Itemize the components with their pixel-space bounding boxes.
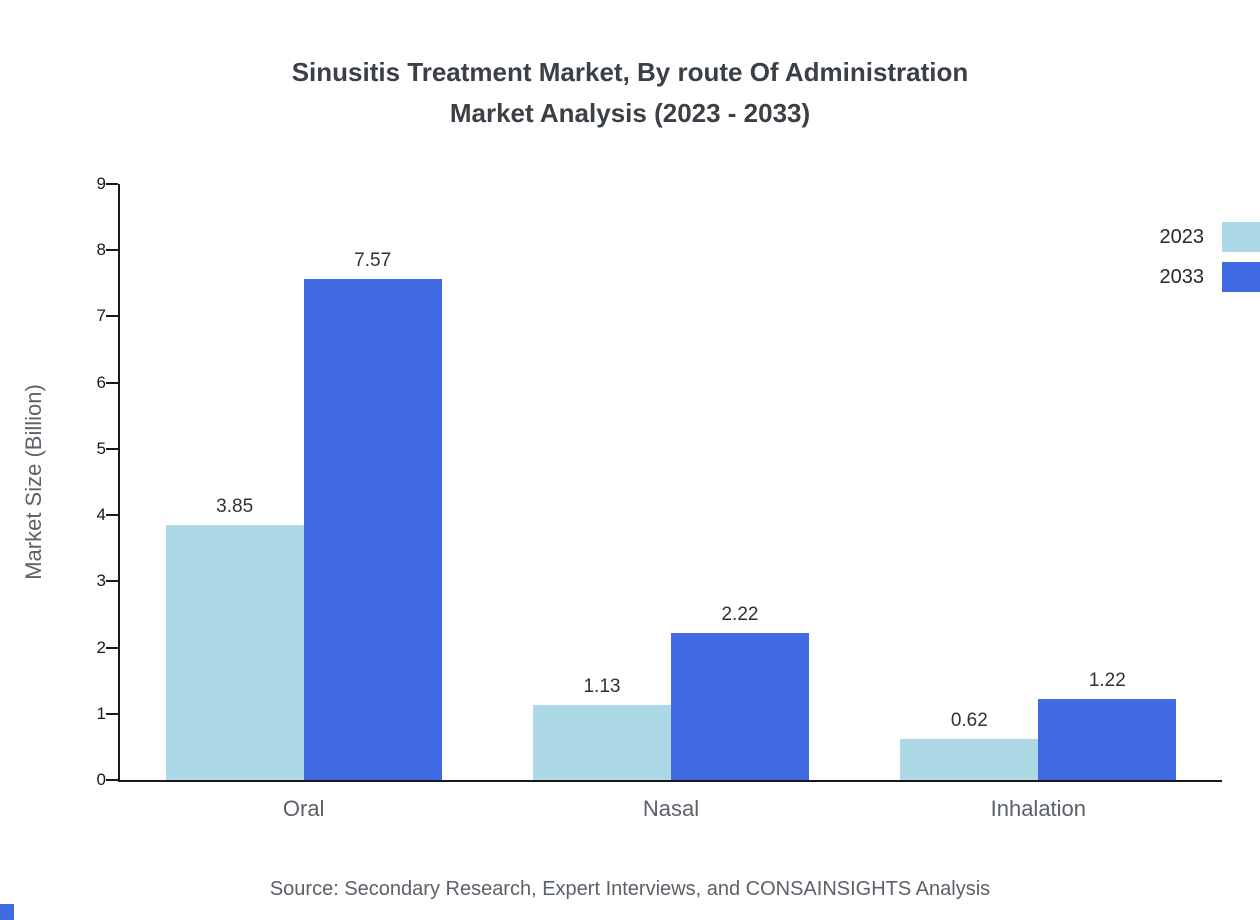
y-tick-label: 5 bbox=[96, 438, 106, 458]
legend: 2023 2033 bbox=[1160, 222, 1260, 292]
y-tick-label: 6 bbox=[96, 372, 106, 392]
bar-group-inhalation: 0.62 1.22 Inhalation bbox=[855, 184, 1222, 821]
legend-label: 2033 bbox=[1159, 265, 1205, 288]
y-tick-mark bbox=[106, 580, 118, 583]
y-tick-label: 2 bbox=[96, 637, 106, 657]
y-tick-label: 0 bbox=[96, 770, 106, 789]
y-tick-label: 7 bbox=[96, 306, 106, 326]
legend-swatch bbox=[1222, 222, 1260, 252]
x-category-label: Inhalation bbox=[990, 796, 1087, 821]
source-note: Source: Secondary Research, Expert Inter… bbox=[269, 878, 991, 900]
y-tick-mark bbox=[106, 249, 118, 252]
bar-value-label: 3.85 bbox=[216, 496, 254, 518]
bar-2033-oral bbox=[303, 278, 442, 780]
bar-group-oral: 3.85 7.57 Oral bbox=[120, 184, 487, 821]
y-tick-mark bbox=[106, 315, 118, 318]
bar-value-label: 0.62 bbox=[950, 709, 988, 731]
y-tick-mark bbox=[106, 712, 118, 715]
y-tick-mark bbox=[106, 514, 118, 517]
y-tick-mark bbox=[106, 779, 118, 781]
y-tick-label: 4 bbox=[96, 505, 106, 525]
y-tick-mark bbox=[106, 646, 118, 649]
bar-2033-inhalation bbox=[1038, 699, 1177, 780]
y-tick-mark bbox=[106, 381, 118, 384]
y-tick-label: 3 bbox=[96, 571, 106, 591]
bar-2023-nasal bbox=[532, 705, 671, 780]
y-tick-label: 1 bbox=[96, 703, 106, 723]
bar-value-label: 1.22 bbox=[1088, 670, 1126, 692]
bar-group-nasal: 1.13 2.22 Nasal bbox=[487, 184, 854, 821]
chart-title-line1: Sinusitis Treatment Market, By route Of … bbox=[291, 57, 969, 87]
legend-item-2033: 2033 bbox=[1160, 262, 1260, 292]
legend-item-2023: 2023 bbox=[1160, 222, 1260, 252]
y-tick-mark bbox=[106, 183, 118, 185]
bar-2023-oral bbox=[165, 525, 304, 780]
x-category-label: Oral bbox=[282, 796, 325, 821]
plot-area: 0 1 2 3 4 5 6 7 8 9 3.85 7.57 Oral 1.13 2.22 Nasal 0.62 1… bbox=[97, 174, 1222, 821]
brand-corner-square bbox=[0, 904, 14, 920]
y-tick-label: 9 bbox=[96, 174, 106, 193]
chart-title-line2: Market Analysis (2023 - 2033) bbox=[449, 98, 811, 128]
chart-title: Sinusitis Treatment Market, By route Of … bbox=[0, 52, 1260, 134]
y-axis-title: Market Size (Billion) bbox=[21, 384, 46, 580]
legend-swatch bbox=[1222, 262, 1260, 292]
bar-2023-inhalation bbox=[900, 738, 1039, 780]
bar-value-label: 2.22 bbox=[721, 604, 759, 625]
x-category-label: Nasal bbox=[642, 796, 700, 821]
legend-label: 2023 bbox=[1159, 225, 1205, 248]
y-tick-mark bbox=[106, 447, 118, 450]
y-tick-label: 8 bbox=[96, 240, 106, 260]
bar-value-label: 1.13 bbox=[583, 676, 621, 698]
bar-2033-nasal bbox=[670, 633, 809, 780]
bar-value-label: 7.57 bbox=[354, 249, 392, 271]
